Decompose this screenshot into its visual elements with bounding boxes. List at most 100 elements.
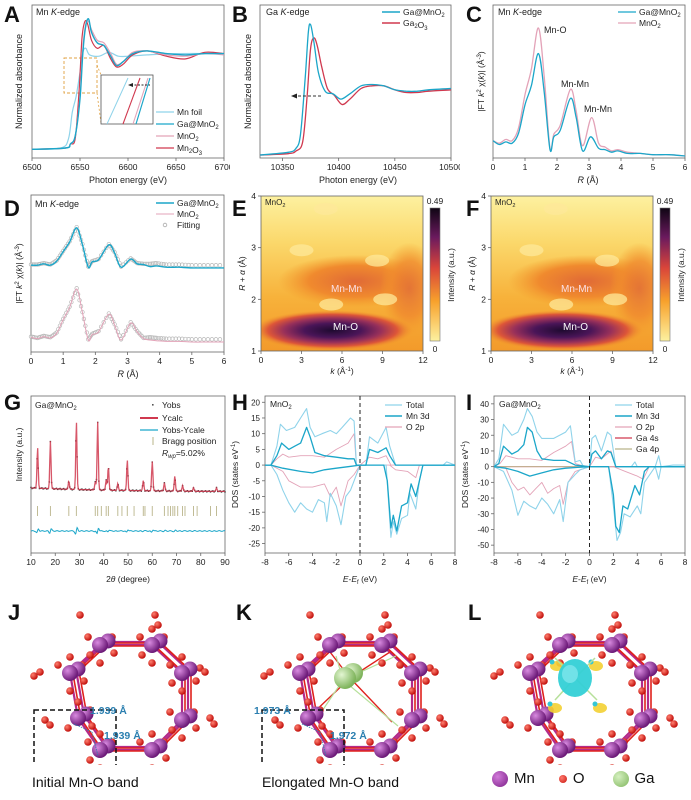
bond-length-label-1: 1.939 Å xyxy=(90,704,127,717)
fitting-point xyxy=(217,337,223,342)
panel-label-h: H xyxy=(232,390,248,415)
fitting-point xyxy=(146,335,151,340)
panel-title: MnO2 xyxy=(495,198,515,209)
x-axis-label: 2θ (degree) xyxy=(106,574,150,584)
o-atom xyxy=(178,653,186,661)
x-tick-label: 0 xyxy=(358,557,363,567)
y-axis-label: |FT k2 χ(k)| (Å-3) xyxy=(14,243,24,304)
y-tick-label: -50 xyxy=(477,541,489,550)
legend-o-label: O xyxy=(572,770,585,787)
annotation-mn-o: Mn-O xyxy=(333,322,358,333)
legend-label: Ga@MnO2 xyxy=(177,119,219,131)
o-atom xyxy=(306,611,314,619)
o-atom xyxy=(136,633,144,641)
o-atom xyxy=(556,730,564,738)
o-atom xyxy=(314,633,322,641)
series-line-ga-mno2 xyxy=(31,18,225,151)
x-tick-label: 9 xyxy=(610,355,615,365)
legend-label: Ycalc xyxy=(162,413,184,423)
o-atom xyxy=(36,668,44,676)
o-atom xyxy=(284,661,292,669)
ga-atom xyxy=(334,667,356,689)
series-line-mno2 xyxy=(30,288,224,343)
y-axis-label: Normalized absorbance xyxy=(243,34,253,129)
fitting-point xyxy=(151,261,156,266)
bond-indicator xyxy=(301,723,321,733)
arrow-head-icon xyxy=(128,83,133,87)
bond-length-label-1: 1.973 Å xyxy=(254,704,291,717)
mn-atom xyxy=(92,742,108,758)
structure-l-charge-density xyxy=(490,611,678,765)
fitting-point xyxy=(104,245,109,251)
arrow-head-icon xyxy=(291,93,297,99)
panel-label-d: D xyxy=(4,196,20,221)
o-atom xyxy=(74,698,82,706)
x-tick-label: 1 xyxy=(523,162,528,172)
fitting-point xyxy=(147,335,153,340)
fitting-point xyxy=(74,286,79,291)
legend-label: Ga@MnO2 xyxy=(177,198,219,210)
panel-label-k: K xyxy=(236,600,252,625)
series-line-mno2 xyxy=(492,27,686,157)
fitting-point xyxy=(30,262,35,267)
panel-label-c: C xyxy=(466,2,482,27)
legend-label: Ga 4p xyxy=(636,444,659,454)
o-atom xyxy=(526,653,534,661)
x-tick-label: 3 xyxy=(529,355,534,365)
x-axis-label: Photon energy (eV) xyxy=(319,175,397,185)
atom-legend: Mn O Ga xyxy=(492,770,655,787)
o-atom xyxy=(266,668,274,676)
legend-label: O 2p xyxy=(636,422,655,432)
o-atom xyxy=(548,722,556,730)
o-atom xyxy=(168,679,176,687)
x-tick-label: -8 xyxy=(261,557,269,567)
zoom-connector xyxy=(96,92,102,124)
x-tick-label: 9 xyxy=(380,355,385,365)
o-atom xyxy=(431,668,439,676)
y-tick-label: 3 xyxy=(481,243,486,253)
charge-density xyxy=(547,657,607,713)
y-axis-label: R + α (Å) xyxy=(237,256,247,291)
series-line-ga-mno2 xyxy=(30,227,224,269)
o-atom xyxy=(326,659,334,667)
x-tick-label: 6650 xyxy=(167,162,186,172)
panel-label-a: A xyxy=(4,2,20,27)
o-atom xyxy=(534,698,542,706)
o-atom xyxy=(598,651,606,659)
o-atom xyxy=(626,708,634,716)
o-atom-icon xyxy=(558,774,567,783)
fitting-point xyxy=(167,336,172,341)
diff-line xyxy=(30,526,226,535)
y-tick-label: -25 xyxy=(248,540,260,549)
heatmap-region xyxy=(610,242,653,336)
o-atom xyxy=(378,659,386,667)
mn-atom xyxy=(322,742,338,758)
series-line-o-2p xyxy=(265,433,455,466)
x-tick-label: 4 xyxy=(619,162,624,172)
mn-atoms xyxy=(292,633,428,758)
o-atom xyxy=(514,661,522,669)
x-tick-label: 4 xyxy=(405,557,410,567)
o-atom xyxy=(596,738,604,746)
x-tick-label: 0 xyxy=(491,162,496,172)
x-tick-label: 90 xyxy=(220,557,230,567)
colorbar xyxy=(429,207,441,342)
charge-depletion-lobe xyxy=(549,659,555,665)
o-atom xyxy=(97,764,103,765)
o-atom xyxy=(396,708,404,716)
x-axis-label: k (Å-1) xyxy=(560,366,583,376)
o-atom xyxy=(310,677,318,685)
heatmap-light-spot xyxy=(313,202,338,215)
heatmap-light-spot xyxy=(549,298,574,311)
o-atom xyxy=(366,633,374,641)
colorbar-max-label: 0.49 xyxy=(657,196,674,206)
heatmap-light-spot xyxy=(289,244,314,257)
fitting-point xyxy=(213,263,219,268)
x-tick-label: 80 xyxy=(196,557,206,567)
o-atom xyxy=(557,764,563,765)
fitting-point xyxy=(104,315,109,321)
mn-atom xyxy=(300,710,316,726)
bond-indicator xyxy=(73,723,93,733)
y-tick-label: -10 xyxy=(248,492,260,501)
